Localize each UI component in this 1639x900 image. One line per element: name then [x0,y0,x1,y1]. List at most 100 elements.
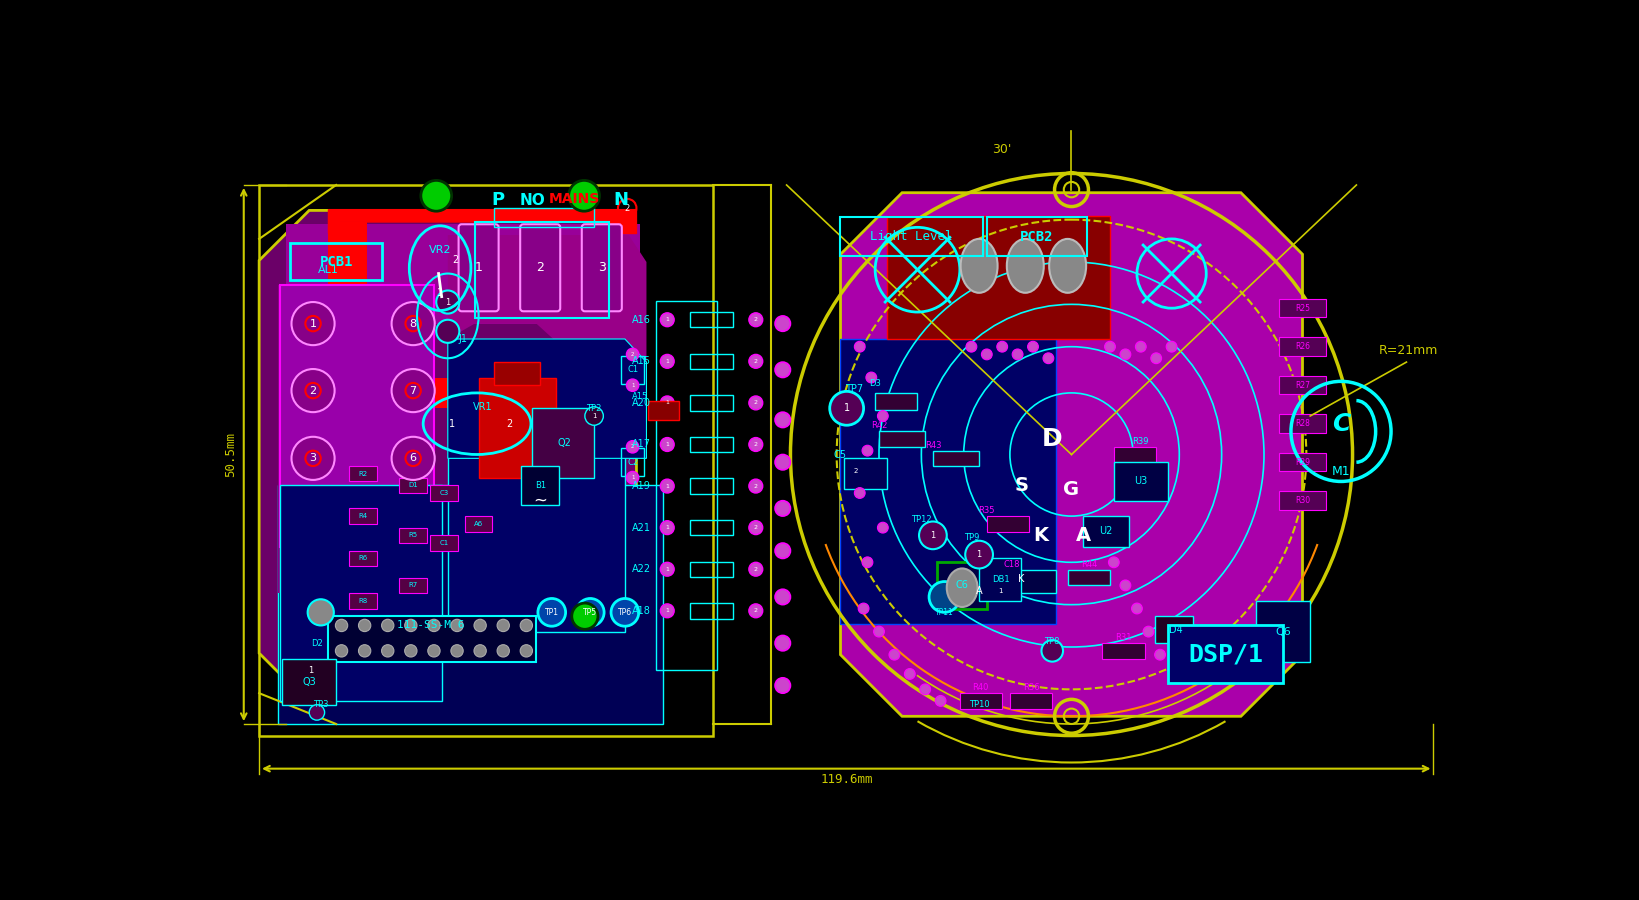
Bar [987,217,1087,256]
Bar [290,243,382,280]
Text: PCB2: PCB2 [1019,230,1052,244]
Bar [280,285,434,547]
Text: TP8: TP8 [1044,637,1059,646]
Polygon shape [259,211,636,703]
Circle shape [661,562,674,576]
Text: K: K [1033,526,1047,544]
Circle shape [934,696,946,706]
Text: A20: A20 [633,398,651,408]
FancyBboxPatch shape [582,224,621,311]
Text: A16: A16 [633,315,651,325]
Bar [936,562,987,608]
Text: R35: R35 [978,506,995,515]
Text: A15: A15 [633,356,651,366]
Bar [280,485,441,701]
FancyBboxPatch shape [520,224,561,311]
Text: TP2: TP2 [587,404,602,413]
Bar [933,451,978,466]
Bar [282,659,336,705]
Circle shape [392,302,434,346]
Text: R=21mm: R=21mm [1378,345,1437,357]
Bar [690,354,733,369]
Bar [328,616,536,662]
Circle shape [405,619,416,632]
Circle shape [626,348,638,361]
Circle shape [965,541,992,569]
Circle shape [392,369,434,412]
Text: Q2: Q2 [557,438,572,448]
Circle shape [749,313,762,327]
Text: 119.6mm: 119.6mm [820,773,872,786]
Text: 6: 6 [410,454,416,464]
Circle shape [451,619,462,632]
Text: 2: 2 [631,445,634,449]
Text: 2: 2 [854,468,857,474]
Bar [279,485,664,724]
Text: AL1: AL1 [318,265,339,274]
Circle shape [626,472,638,484]
Bar [839,339,1056,624]
Bar [1278,299,1324,318]
Text: 1: 1 [310,319,316,328]
Text: A6: A6 [474,521,484,526]
Circle shape [874,626,883,637]
Text: C1: C1 [439,540,449,546]
Bar [349,551,377,566]
Text: R26: R26 [1295,342,1310,351]
Circle shape [661,437,674,452]
Bar [429,536,457,551]
Circle shape [520,644,533,657]
Text: R27: R27 [1295,381,1310,390]
Text: TP3: TP3 [313,700,328,709]
Text: 1: 1 [449,418,454,428]
Text: A: A [1075,526,1090,544]
Text: TP10: TP10 [969,700,988,709]
Circle shape [382,644,393,657]
Circle shape [611,598,638,626]
Text: Light Level: Light Level [870,230,952,243]
Bar [479,377,556,478]
Polygon shape [447,339,646,458]
Bar [690,436,733,452]
Bar [690,562,733,577]
Circle shape [436,320,459,343]
Text: 1: 1 [436,288,443,298]
Circle shape [421,180,451,211]
Text: 7: 7 [410,385,416,396]
Text: C5: C5 [834,449,846,460]
Text: A15: A15 [631,392,647,401]
Text: 1: 1 [998,588,1003,594]
Circle shape [980,349,992,360]
Text: 2: 2 [754,442,757,447]
Text: U3: U3 [1134,476,1147,486]
Text: A17: A17 [633,439,651,449]
Circle shape [775,316,790,331]
Text: R2: R2 [359,471,367,477]
Bar [959,693,1001,708]
Text: R39: R39 [1133,436,1149,446]
Circle shape [308,599,334,625]
Text: R4: R4 [359,513,367,519]
Circle shape [626,379,638,392]
Bar [875,393,916,410]
Circle shape [862,446,872,456]
Circle shape [829,392,864,425]
Text: R28: R28 [1295,419,1310,428]
Circle shape [661,521,674,535]
Circle shape [334,644,347,657]
Text: C18: C18 [1003,560,1019,569]
Circle shape [888,649,900,660]
Text: K: K [1018,574,1024,584]
Bar [493,362,539,385]
Polygon shape [285,223,639,362]
Bar [1278,415,1324,433]
Circle shape [965,341,977,352]
Text: R7: R7 [408,582,418,589]
Circle shape [497,619,510,632]
Bar [1154,616,1193,643]
Circle shape [436,291,459,313]
Circle shape [569,180,600,211]
Text: G: G [1062,480,1078,499]
FancyBboxPatch shape [459,224,498,311]
Circle shape [585,407,603,425]
